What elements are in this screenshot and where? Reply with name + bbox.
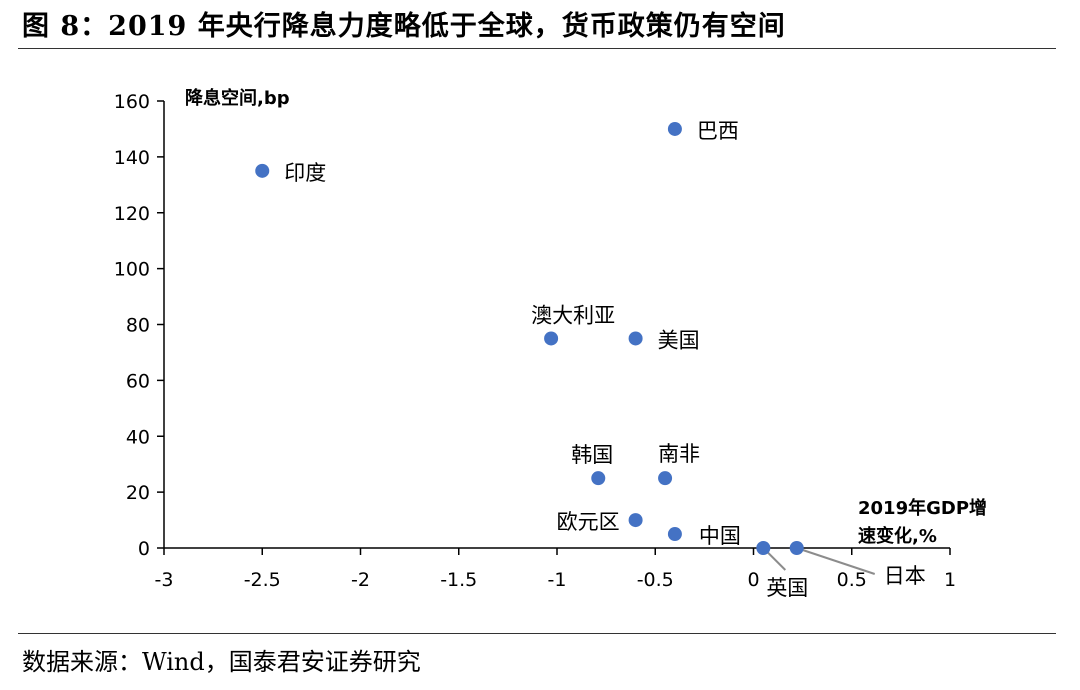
y-tick-label: 80 bbox=[126, 315, 150, 337]
data-point bbox=[255, 163, 270, 178]
data-point bbox=[628, 331, 643, 346]
data-point-label: 美国 bbox=[658, 328, 700, 352]
x-tick-label: -2.5 bbox=[244, 569, 281, 591]
data-point-label: 中国 bbox=[699, 524, 741, 548]
y-axis-title: 降息空间,bp bbox=[185, 87, 290, 109]
x-axis-title-line2: 速变化,% bbox=[858, 525, 937, 547]
data-point-label: 巴西 bbox=[697, 119, 739, 143]
data-point bbox=[628, 513, 643, 528]
leader-line-japan bbox=[796, 547, 876, 575]
x-axis-title-line1: 2019年GDP增 bbox=[858, 497, 987, 519]
data-point bbox=[667, 121, 682, 136]
source-rule bbox=[18, 633, 1056, 634]
data-point bbox=[658, 471, 673, 486]
data-point bbox=[544, 331, 559, 346]
data-point-label: 英国 bbox=[766, 576, 808, 600]
data-point bbox=[667, 527, 682, 542]
y-tick-label: 0 bbox=[138, 538, 150, 560]
data-point-label: 欧元区 bbox=[557, 510, 620, 534]
x-tick-label: -1 bbox=[548, 569, 567, 591]
data-point bbox=[756, 541, 771, 555]
x-tick-label: 0.5 bbox=[837, 569, 867, 591]
data-point-label: 韩国 bbox=[571, 443, 613, 467]
data-source: 数据来源：Wind，国泰君安证券研究 bbox=[22, 648, 421, 676]
data-point-label: 日本 bbox=[884, 564, 926, 588]
x-tick-label: -2 bbox=[351, 569, 370, 591]
y-tick-label: 140 bbox=[114, 147, 150, 169]
data-point-label: 澳大利亚 bbox=[531, 303, 615, 327]
y-tick-label: 20 bbox=[126, 482, 150, 504]
scatter-chart: 0 20 40 60 80 100 120 140 160 -3 -2.5 -2 -1.5 -1 -0.5 0… bbox=[114, 87, 987, 600]
x-tick-label: 1 bbox=[944, 569, 956, 591]
data-point bbox=[789, 541, 804, 555]
x-tick-label: -3 bbox=[155, 569, 174, 591]
y-tick-label: 120 bbox=[114, 203, 150, 225]
x-tick-label: -1.5 bbox=[440, 569, 477, 591]
y-tick-label: 100 bbox=[114, 259, 150, 281]
x-tick-label: 0 bbox=[747, 569, 759, 591]
title-rule bbox=[18, 48, 1056, 49]
data-point bbox=[591, 471, 606, 486]
y-tick-label: 160 bbox=[114, 91, 150, 113]
data-point-label: 南非 bbox=[658, 442, 700, 466]
y-tick-label: 40 bbox=[126, 426, 150, 448]
x-tick-label: -0.5 bbox=[637, 569, 674, 591]
data-point-label: 印度 bbox=[284, 161, 326, 185]
y-tick-label: 60 bbox=[126, 370, 150, 392]
figure-title: 图 8：2019 年央行降息力度略低于全球，货币政策仍有空间 bbox=[22, 11, 786, 42]
